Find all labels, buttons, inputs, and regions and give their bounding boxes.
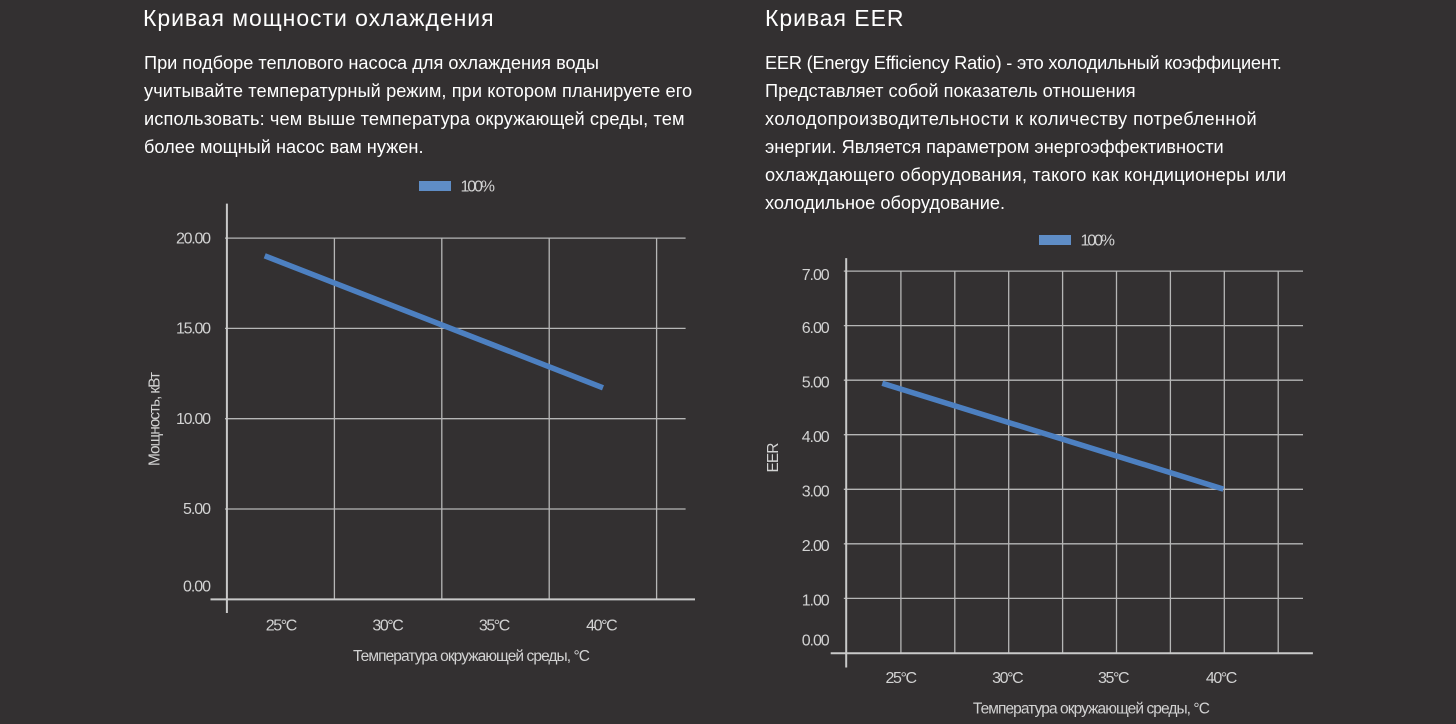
svg-text:20.00: 20.00 bbox=[176, 230, 211, 247]
svg-text:6.00: 6.00 bbox=[802, 320, 830, 337]
svg-text:30°C: 30°C bbox=[372, 617, 404, 634]
svg-text:Температура окружающей среды,: Температура окружающей среды, °C bbox=[353, 648, 590, 665]
svg-text:3.00: 3.00 bbox=[802, 484, 830, 501]
svg-text:EER: EER bbox=[765, 443, 782, 473]
svg-text:100%: 100% bbox=[461, 179, 496, 196]
svg-text:Мощность, кВт: Мощность, кВт bbox=[147, 372, 164, 466]
svg-text:5.00: 5.00 bbox=[802, 374, 830, 391]
svg-text:35°C: 35°C bbox=[479, 617, 510, 634]
svg-text:0.00: 0.00 bbox=[183, 579, 211, 596]
svg-text:0.00: 0.00 bbox=[802, 633, 830, 650]
svg-text:5.00: 5.00 bbox=[183, 501, 211, 518]
svg-text:30°C: 30°C bbox=[992, 670, 1024, 687]
svg-text:Температура окружающей среды,: Температура окружающей среды, °C bbox=[973, 701, 1210, 718]
svg-text:7.00: 7.00 bbox=[802, 267, 830, 284]
svg-text:25°C: 25°C bbox=[266, 617, 298, 634]
svg-text:40°C: 40°C bbox=[586, 617, 618, 634]
svg-text:100%: 100% bbox=[1081, 233, 1116, 250]
svg-text:4.00: 4.00 bbox=[802, 429, 830, 446]
svg-text:2.00: 2.00 bbox=[802, 538, 830, 555]
svg-text:15.00: 15.00 bbox=[176, 321, 211, 338]
svg-text:40°C: 40°C bbox=[1206, 670, 1238, 687]
svg-text:35°C: 35°C bbox=[1098, 670, 1130, 687]
svg-text:1.00: 1.00 bbox=[802, 593, 830, 610]
svg-text:10.00: 10.00 bbox=[176, 411, 211, 428]
svg-text:25°C: 25°C bbox=[886, 670, 918, 687]
